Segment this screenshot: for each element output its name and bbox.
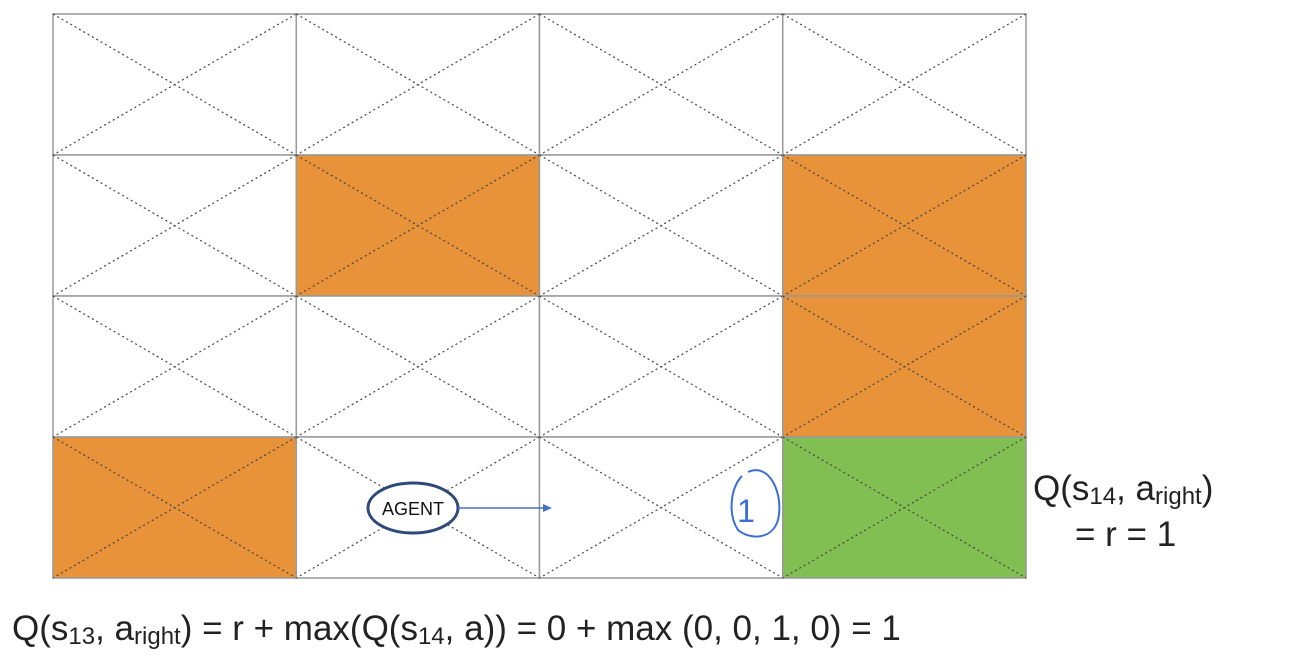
diagonal (295, 154, 540, 297)
diagonal (782, 154, 1027, 297)
eq-text: , a (95, 609, 134, 648)
grid-world (52, 13, 1027, 579)
diagonal (539, 295, 784, 438)
right-equation-line1: Q(s14, aright) (1033, 469, 1213, 510)
diagonal (295, 13, 540, 156)
bottom-equation: Q(s13, aright) = r + max(Q(s14, a)) = 0 … (12, 609, 901, 650)
diagonal (539, 154, 784, 297)
eq-subscript: right (134, 623, 181, 650)
diagonal (52, 13, 297, 156)
right-equation-line2: = r = 1 (1075, 515, 1176, 554)
diagonal (52, 295, 297, 438)
diagonal (782, 436, 1027, 579)
eq-subscript: 14 (1089, 483, 1116, 510)
diagonal (539, 436, 784, 579)
eq-text: Q(s (1033, 469, 1089, 508)
handwritten-number: 1 (737, 493, 755, 529)
diagonal (782, 13, 1027, 156)
eq-text: Q(s (12, 609, 68, 648)
eq-text: ) = r + max(Q(s (181, 609, 418, 648)
diagonal (52, 436, 297, 579)
eq-subscript: 14 (418, 623, 445, 650)
eq-text: , a)) = 0 + max (0, 0, 1, 0) = 1 (445, 609, 901, 648)
handwritten-circle (730, 469, 781, 538)
diagonal (52, 154, 297, 297)
agent-label: AGENT (382, 499, 444, 519)
arrowhead (543, 504, 552, 512)
diagonal (539, 13, 784, 156)
eq-text: ) (1202, 469, 1214, 508)
diagonal (782, 295, 1027, 438)
eq-text: , a (1116, 469, 1155, 508)
eq-subscript: right (1155, 483, 1202, 510)
eq-subscript: 13 (68, 623, 95, 650)
diagonal (295, 295, 540, 438)
